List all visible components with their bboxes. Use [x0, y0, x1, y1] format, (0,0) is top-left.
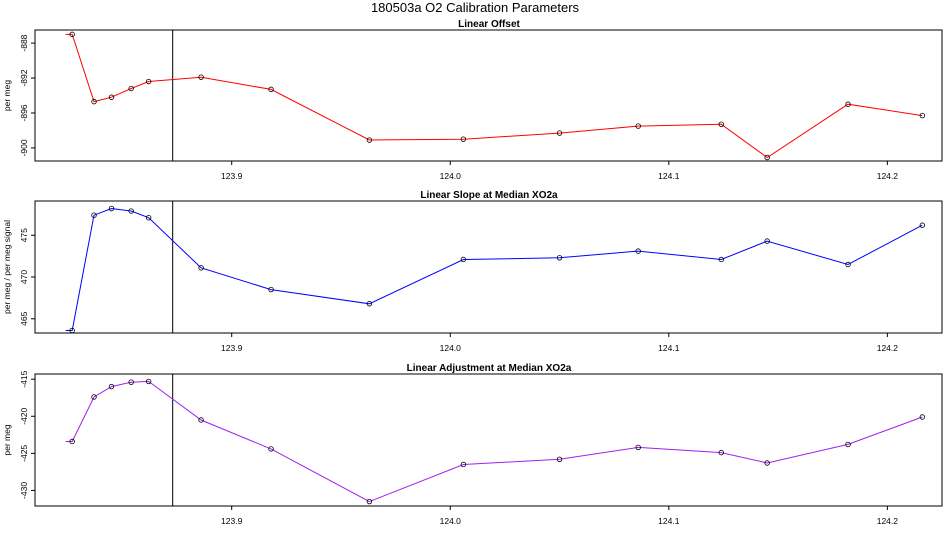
x-tick-label: 123.9: [221, 516, 243, 526]
data-point: [366, 301, 373, 307]
series-line: [65, 207, 923, 331]
data-point: [718, 121, 724, 128]
data-point: [635, 444, 641, 451]
y-tick-label: -900: [19, 139, 29, 156]
data-point: [91, 98, 97, 105]
y-tick-label: 465: [19, 311, 29, 325]
x-tick-label: 124.2: [877, 516, 899, 526]
panel-linear-offset: Linear Offset 123.9 124.0 124.1 124.2 -888 -8…: [2, 19, 943, 181]
data-point: [268, 446, 274, 452]
panel-linear-slope: Linear Slope at Median XO2a 123.9 124.0 12…: [2, 190, 943, 353]
data-point: [635, 248, 641, 254]
plot-area-adjustment: 123.9 124.0 124.1 124.2 -415 -420 -425 -430 per …: [2, 370, 943, 526]
x-tick-label: 124.2: [877, 171, 899, 181]
data-point: [366, 498, 373, 505]
data-point: [268, 86, 274, 93]
x-tick-label: 124.1: [658, 516, 680, 526]
x-tick-label: 124.1: [658, 171, 680, 181]
data-point: [845, 261, 851, 268]
series-line: [65, 33, 923, 159]
data-point: [198, 265, 204, 271]
data-point: [69, 438, 75, 445]
data-point: [919, 112, 926, 119]
data-point: [460, 256, 467, 263]
panel-linear-adjustment: Linear Adjustment at Median XO2a 123.9 12…: [2, 363, 943, 526]
data-point: [268, 286, 274, 293]
data-point: [460, 461, 467, 468]
plot-frame: [34, 373, 943, 507]
y-tick-label: 470: [19, 270, 29, 284]
data-point: [919, 414, 926, 420]
y-tick-label: -888: [19, 34, 29, 51]
data-point: [108, 94, 115, 100]
plot-area-offset: 123.9 124.0 124.1 124.2 -888 -892 -896 -900 per …: [2, 29, 943, 181]
data-point: [145, 378, 152, 385]
y-tick-label: -420: [19, 407, 29, 424]
plot-frame: [34, 200, 943, 334]
data-point: [145, 215, 152, 221]
data-point: [718, 449, 724, 456]
x-tick-label: 123.9: [221, 343, 243, 353]
data-point: [556, 130, 563, 136]
data-point: [128, 379, 134, 385]
data-point: [91, 394, 97, 400]
y-tick-label: -425: [19, 445, 29, 462]
data-point: [764, 154, 770, 161]
data-point: [69, 31, 75, 38]
data-point: [198, 417, 204, 423]
data-point: [556, 456, 563, 462]
data-point: [91, 212, 97, 218]
data-point: [145, 78, 152, 85]
x-tick-label: 124.2: [877, 343, 899, 353]
data-point: [718, 256, 724, 263]
data-point: [764, 238, 770, 244]
data-point: [635, 123, 641, 129]
panel-title-offset: Linear Offset: [458, 19, 520, 30]
data-point: [108, 383, 115, 390]
data-point: [919, 222, 926, 228]
panel-title-slope: Linear Slope at Median XO2a: [420, 190, 558, 201]
x-tick-label: 123.9: [221, 171, 243, 181]
x-tick-label: 124.1: [658, 343, 680, 353]
figure-title: 180503a O2 Calibration Parameters: [371, 0, 580, 15]
y-tick-label: -415: [19, 370, 29, 387]
data-point: [845, 441, 851, 448]
x-tick-label: 124.0: [440, 171, 462, 181]
plot-area-slope: 123.9 124.0 124.1 124.2 465 470 475 per meg / p…: [2, 200, 943, 353]
series-line: [65, 380, 923, 503]
y-tick-label: -430: [19, 482, 29, 499]
data-point: [845, 101, 851, 107]
data-point: [366, 137, 373, 143]
y-tick-label: -896: [19, 104, 29, 121]
x-tick-label: 124.0: [440, 516, 462, 526]
y-tick-label: -892: [19, 69, 29, 86]
data-point: [128, 85, 134, 92]
data-point: [108, 205, 115, 212]
data-point: [128, 208, 134, 214]
data-point: [198, 74, 204, 80]
data-point: [764, 460, 770, 466]
plot-frame: [34, 29, 943, 162]
y-axis-label: per meg / per meg signal: [2, 220, 12, 314]
panel-title-adjustment: Linear Adjustment at Median XO2a: [407, 363, 572, 374]
data-point: [69, 327, 75, 334]
y-axis-label: per meg: [2, 424, 12, 455]
y-axis-label: per meg: [2, 80, 12, 111]
data-point: [556, 255, 563, 261]
data-point: [460, 136, 467, 142]
y-tick-label: 475: [19, 228, 29, 242]
x-tick-label: 124.0: [440, 343, 462, 353]
